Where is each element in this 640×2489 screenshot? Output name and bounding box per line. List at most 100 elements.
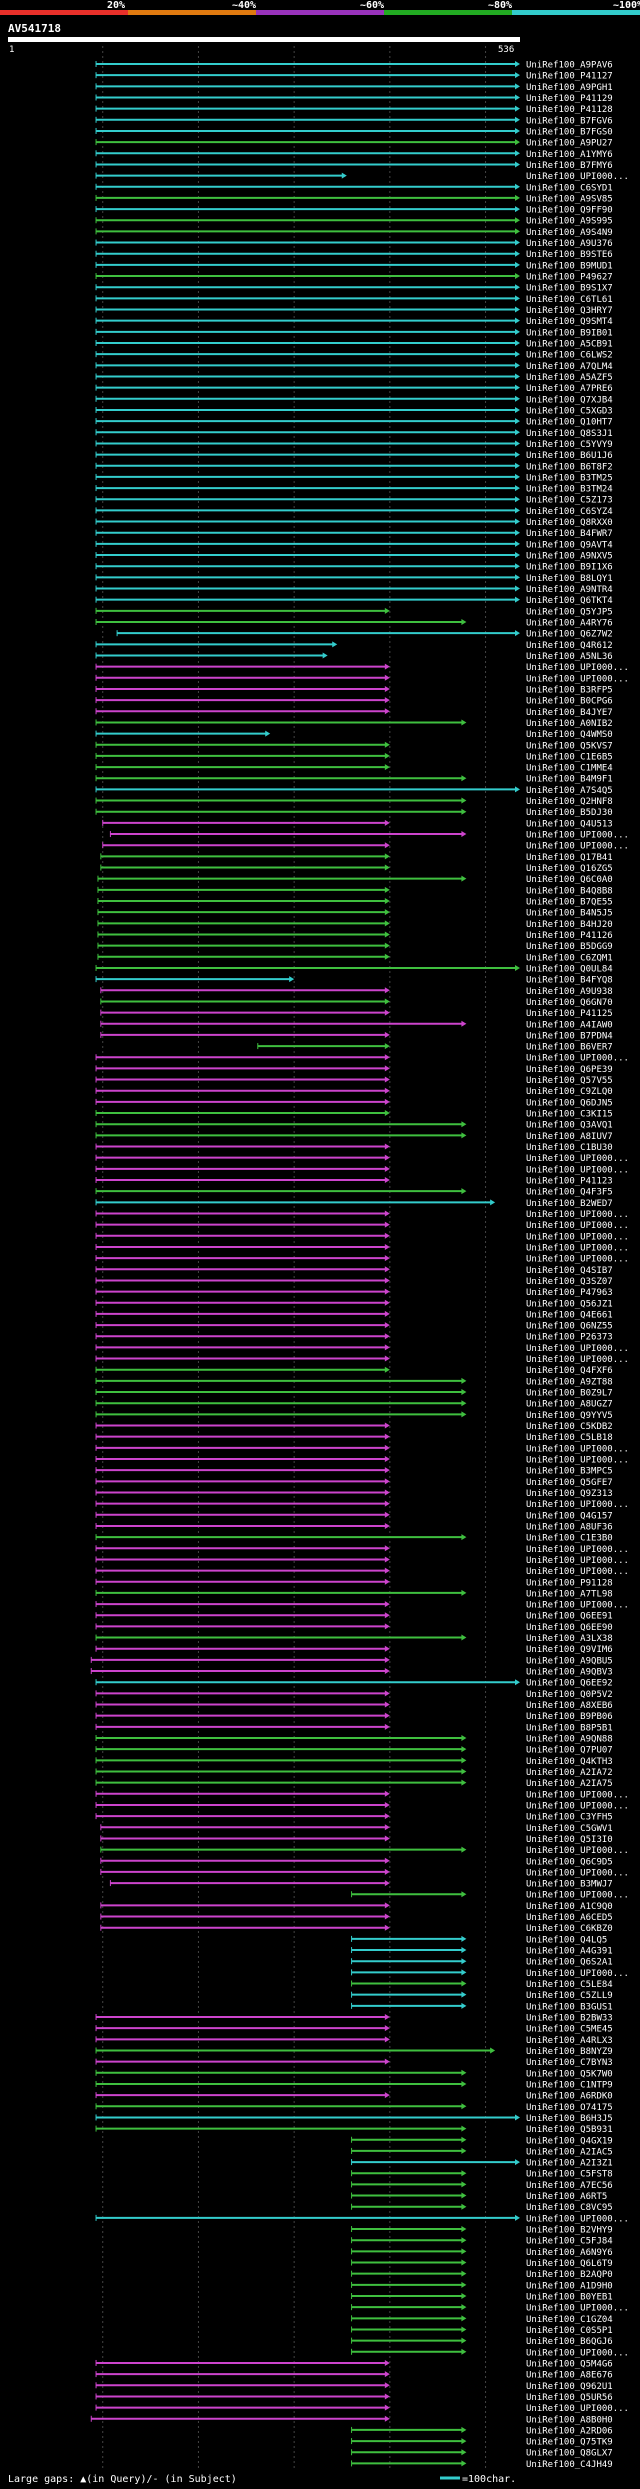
hit-label[interactable]: UniRef100_Q9AVT4	[526, 540, 613, 550]
hit-label[interactable]: UniRef100_B9I1X6	[526, 563, 613, 573]
hit-row[interactable]: UniRef100_Q4LQ5	[351, 1935, 608, 1945]
hit-label[interactable]: UniRef100_Q4GX19	[526, 2136, 613, 2146]
hit-row[interactable]: UniRef100_P41123	[95, 1177, 613, 1187]
hit-label[interactable]: UniRef100_A9PAV6	[526, 61, 613, 71]
hit-label[interactable]: UniRef100_Q4F3F5	[526, 1188, 613, 1198]
hit-label[interactable]: UniRef100_B3GUS1	[526, 2002, 613, 2012]
hit-row[interactable]: UniRef100_C5LE84	[351, 1980, 613, 1990]
hit-label[interactable]: UniRef100_UPI000...	[526, 1344, 629, 1354]
hit-row[interactable]: UniRef100_Q6Z7W2	[116, 630, 613, 640]
hit-row[interactable]: UniRef100_UPI000...	[95, 1456, 629, 1466]
hit-row[interactable]: UniRef100_A8IUV7	[95, 1132, 613, 1142]
hit-label[interactable]: UniRef100_B2VHY9	[526, 2226, 613, 2236]
hit-row[interactable]: UniRef100_Q5I3I0	[100, 1835, 613, 1845]
hit-label[interactable]: UniRef100_Q6EE90	[526, 1623, 613, 1633]
hit-row[interactable]: UniRef100_P41129	[95, 94, 613, 104]
hit-row[interactable]: UniRef100_Q6EE90	[95, 1623, 613, 1633]
hit-row[interactable]: UniRef100_Q6NZ55	[95, 1322, 613, 1332]
hit-row[interactable]: UniRef100_Q2HNF8	[95, 797, 613, 807]
hit-label[interactable]: UniRef100_B6T8F2	[526, 462, 613, 472]
hit-row[interactable]: UniRef100_C5XGD3	[95, 406, 613, 416]
hit-row[interactable]: UniRef100_Q5B931	[95, 2125, 613, 2135]
hit-label[interactable]: UniRef100_UPI000...	[526, 2214, 629, 2224]
hit-row[interactable]: UniRef100_B9MUD1	[95, 261, 613, 271]
hit-label[interactable]: UniRef100_C6TL61	[526, 295, 613, 305]
hit-row[interactable]: UniRef100_A9S995	[95, 217, 613, 227]
hit-label[interactable]: UniRef100_B9STE6	[526, 250, 613, 260]
hit-row[interactable]: UniRef100_C8VC95	[351, 2203, 613, 2213]
hit-row[interactable]: UniRef100_A5AZF5	[95, 373, 613, 383]
hit-label[interactable]: UniRef100_C1NTP9	[526, 2080, 613, 2090]
hit-label[interactable]: UniRef100_UPI000...	[526, 1456, 629, 1466]
hit-label[interactable]: UniRef100_Q6PE39	[526, 1065, 613, 1075]
hit-row[interactable]: UniRef100_P41125	[100, 1009, 613, 1019]
hit-label[interactable]: UniRef100_Q6EE92	[526, 1679, 613, 1689]
hit-label[interactable]: UniRef100_Q4E661	[526, 1310, 613, 1320]
hit-label[interactable]: UniRef100_Q4WMS0	[526, 730, 613, 740]
hit-row[interactable]: UniRef100_A6N9Y6	[351, 2248, 613, 2258]
hit-row[interactable]: UniRef100_P41127	[95, 72, 613, 82]
hit-label[interactable]: UniRef100_A3LX38	[526, 1634, 613, 1644]
hit-label[interactable]: UniRef100_C8VC95	[526, 2203, 613, 2213]
hit-row[interactable]: UniRef100_UPI000...	[95, 2214, 629, 2224]
hit-label[interactable]: UniRef100_A8UF36	[526, 1522, 613, 1532]
hit-label[interactable]: UniRef100_A9ZT88	[526, 1377, 613, 1387]
hit-row[interactable]: UniRef100_Q9SMT4	[95, 317, 613, 327]
hit-row[interactable]: UniRef100_Q5K7W0	[95, 2069, 613, 2079]
hit-row[interactable]: UniRef100_C9ZLQ0	[95, 1087, 613, 1097]
hit-row[interactable]: UniRef100_B0CPG6	[95, 697, 613, 707]
hit-label[interactable]: UniRef100_A9S4N9	[526, 228, 613, 238]
hit-label[interactable]: UniRef100_P41126	[526, 931, 613, 941]
hit-row[interactable]: UniRef100_UPI000...	[95, 1232, 629, 1242]
hit-label[interactable]: UniRef100_A0NIB2	[526, 719, 613, 729]
hit-label[interactable]: UniRef100_C6KBZ0	[526, 1924, 613, 1934]
hit-row[interactable]: UniRef100_A9PU27	[95, 139, 613, 149]
hit-row[interactable]: UniRef100_Q8GLX7	[351, 2449, 613, 2459]
hit-row[interactable]: UniRef100_C6KBZ0	[100, 1924, 613, 1934]
hit-label[interactable]: UniRef100_C0S5P1	[526, 2326, 613, 2336]
hit-row[interactable]: UniRef100_B9STE6	[95, 250, 613, 260]
hit-row[interactable]: UniRef100_Q9FF90	[95, 206, 613, 216]
hit-row[interactable]: UniRef100_C5GWV1	[100, 1824, 613, 1834]
hit-row[interactable]: UniRef100_Q4E661	[95, 1310, 613, 1320]
hit-row[interactable]: UniRef100_P91128	[95, 1578, 613, 1588]
hit-label[interactable]: UniRef100_Q6TKT4	[526, 596, 613, 606]
hit-row[interactable]: UniRef100_Q56JZ1	[95, 1299, 613, 1309]
hit-row[interactable]: UniRef100_Q9AVT4	[95, 540, 613, 550]
hit-label[interactable]: UniRef100_Q5KVS7	[526, 741, 613, 751]
hit-label[interactable]: UniRef100_C5ME45	[526, 2025, 613, 2035]
hit-row[interactable]: UniRef100_Q6DJN5	[95, 1098, 613, 1108]
hit-row[interactable]: UniRef100_UPI000...	[102, 842, 629, 852]
hit-label[interactable]: UniRef100_B3TM24	[526, 485, 613, 495]
hit-label[interactable]: UniRef100_Q6L6T9	[526, 2259, 613, 2269]
hit-label[interactable]: UniRef100_A2IA72	[526, 1768, 613, 1778]
hit-row[interactable]: UniRef100_Q4U513	[102, 819, 613, 829]
hit-row[interactable]: UniRef100_B8LQY1	[95, 574, 613, 584]
hit-row[interactable]: UniRef100_UPI000...	[351, 2348, 629, 2358]
hit-label[interactable]: UniRef100_P26373	[526, 1333, 613, 1343]
hit-row[interactable]: UniRef100_Q4KTH3	[95, 1757, 613, 1767]
hit-row[interactable]: UniRef100_UPI000...	[95, 674, 629, 684]
hit-row[interactable]: UniRef100_A9QBV3	[90, 1668, 613, 1678]
hit-label[interactable]: UniRef100_UPI000...	[526, 1165, 629, 1175]
hit-row[interactable]: UniRef100_C5YVY9	[95, 440, 613, 450]
hit-label[interactable]: UniRef100_B0CPG6	[526, 697, 613, 707]
hit-label[interactable]: UniRef100_A4RY76	[526, 619, 613, 629]
hit-row[interactable]: UniRef100_C1NTP9	[95, 2080, 613, 2090]
hit-row[interactable]: UniRef100_UPI000...	[95, 2404, 629, 2414]
hit-label[interactable]: UniRef100_UPI000...	[526, 1801, 629, 1811]
hit-label[interactable]: UniRef100_UPI000...	[526, 1601, 629, 1611]
hit-label[interactable]: UniRef100_A8UGZ7	[526, 1400, 613, 1410]
hit-row[interactable]: UniRef100_A9SV85	[95, 194, 613, 204]
hit-row[interactable]: UniRef100_C6SYZ4	[95, 507, 613, 517]
hit-label[interactable]: UniRef100_Q5GFE7	[526, 1478, 613, 1488]
hit-label[interactable]: UniRef100_Q5B931	[526, 2125, 613, 2135]
hit-row[interactable]: UniRef100_UPI000...	[95, 1790, 629, 1800]
hit-row[interactable]: UniRef100_B4Q8B8	[97, 886, 613, 896]
hit-row[interactable]: UniRef100_B4N5J5	[97, 909, 613, 919]
hit-row[interactable]: UniRef100_UPI000...	[109, 831, 629, 841]
hit-row[interactable]: UniRef100_A9PAV6	[95, 61, 613, 71]
hit-row[interactable]: UniRef100_A8UGZ7	[95, 1400, 613, 1410]
hit-row[interactable]: UniRef100_A9U938	[100, 987, 613, 997]
hit-label[interactable]: UniRef100_C5YVY9	[526, 440, 613, 450]
